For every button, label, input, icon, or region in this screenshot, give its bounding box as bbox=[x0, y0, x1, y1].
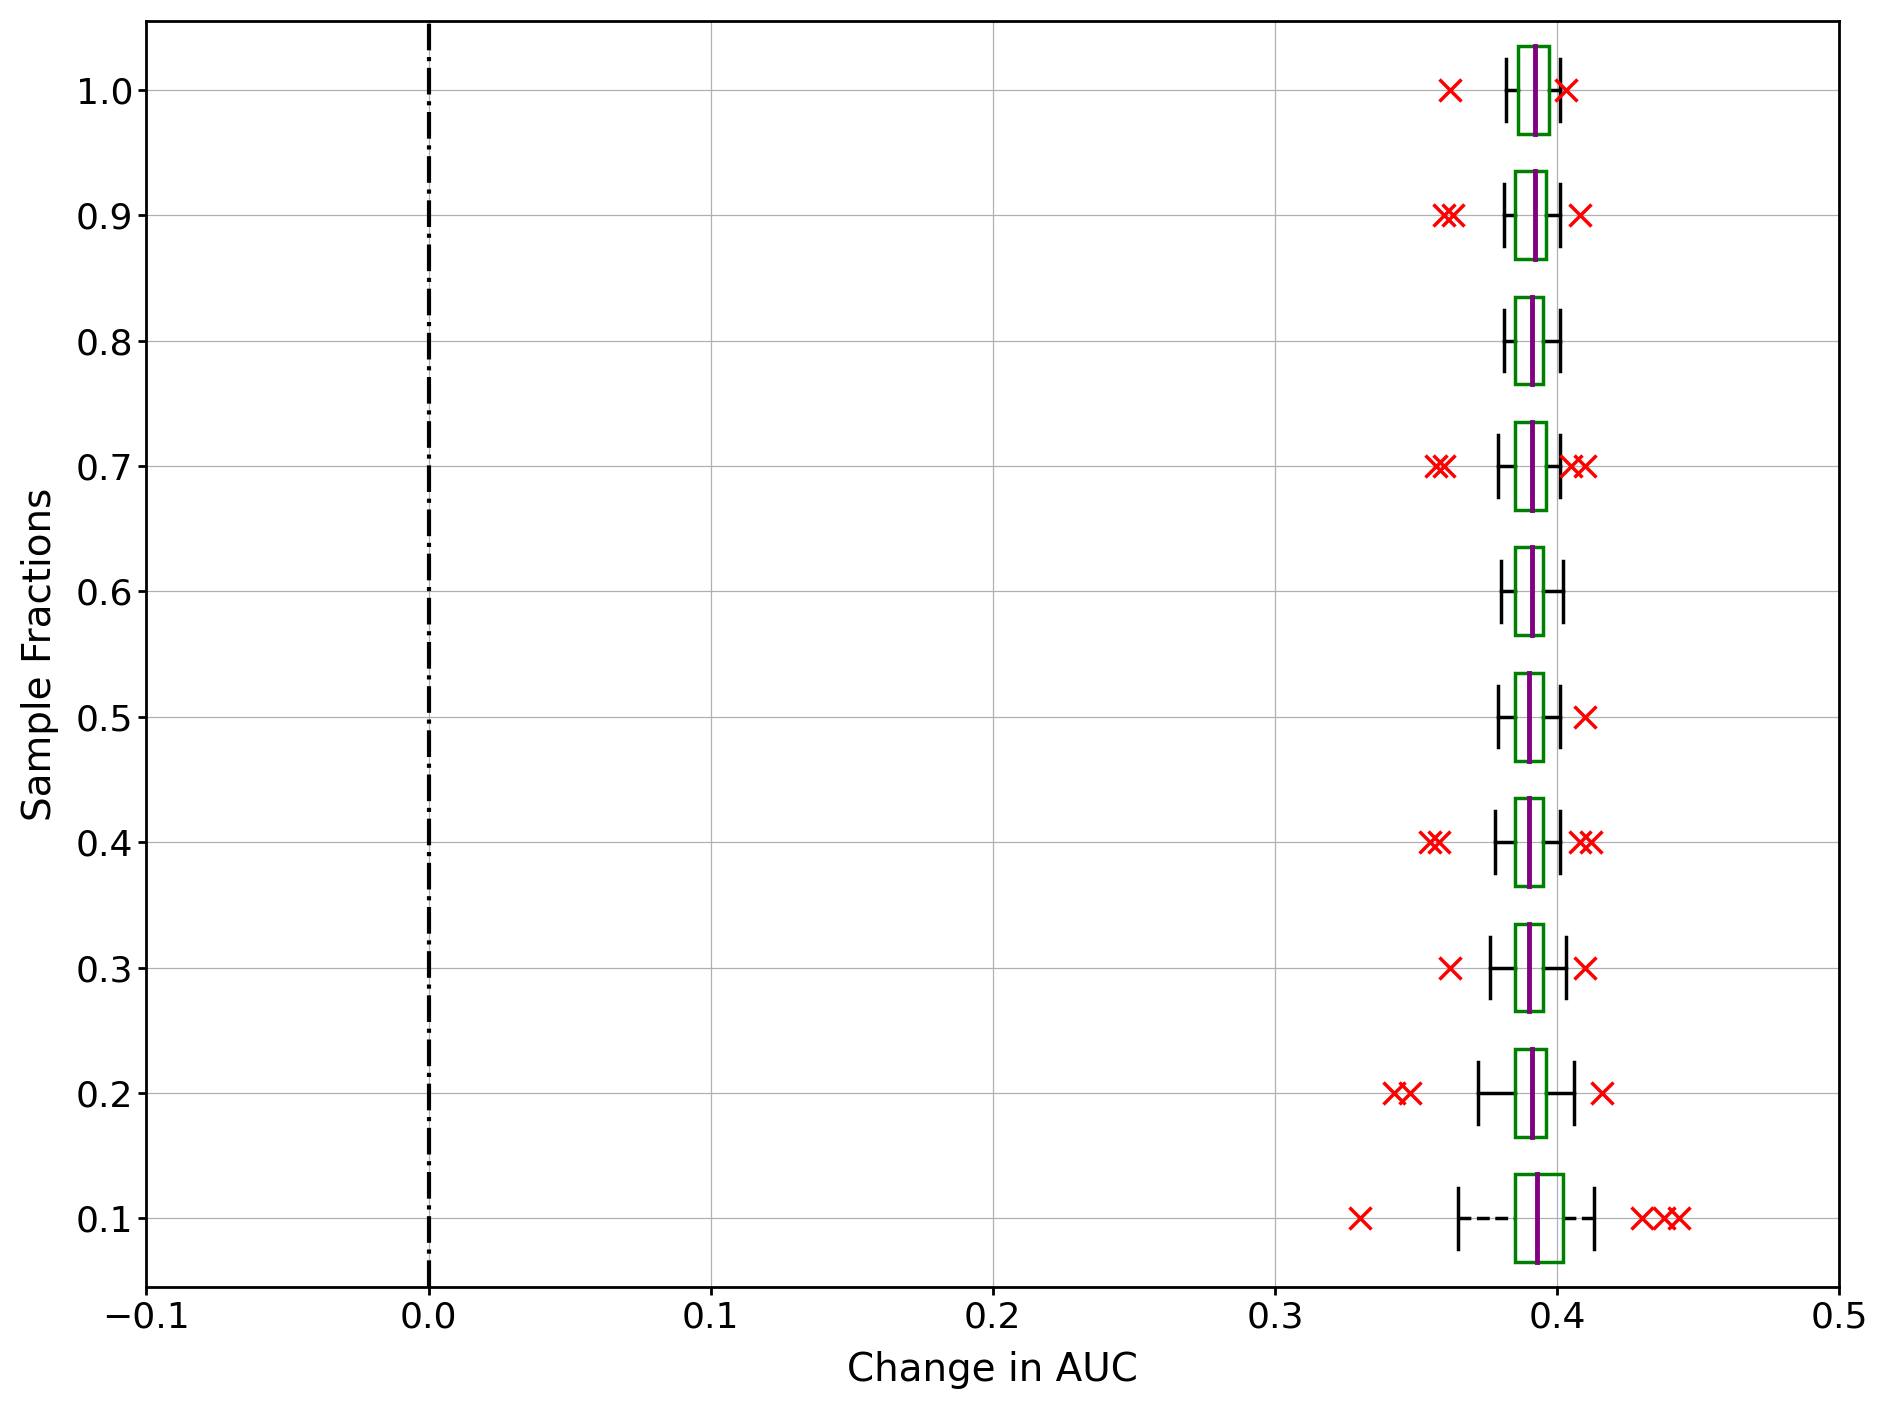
Bar bbox=[1515, 296, 1543, 385]
Bar bbox=[1515, 422, 1545, 510]
X-axis label: Change in AUC: Change in AUC bbox=[848, 1351, 1139, 1389]
Bar bbox=[1515, 1175, 1562, 1262]
Bar bbox=[1515, 1049, 1545, 1136]
Bar bbox=[1515, 171, 1545, 259]
Bar bbox=[1515, 924, 1543, 1011]
Bar bbox=[1517, 47, 1549, 134]
Y-axis label: Sample Fractions: Sample Fractions bbox=[21, 488, 59, 821]
Bar bbox=[1515, 673, 1543, 760]
Bar bbox=[1515, 798, 1543, 885]
Bar bbox=[1515, 547, 1543, 636]
